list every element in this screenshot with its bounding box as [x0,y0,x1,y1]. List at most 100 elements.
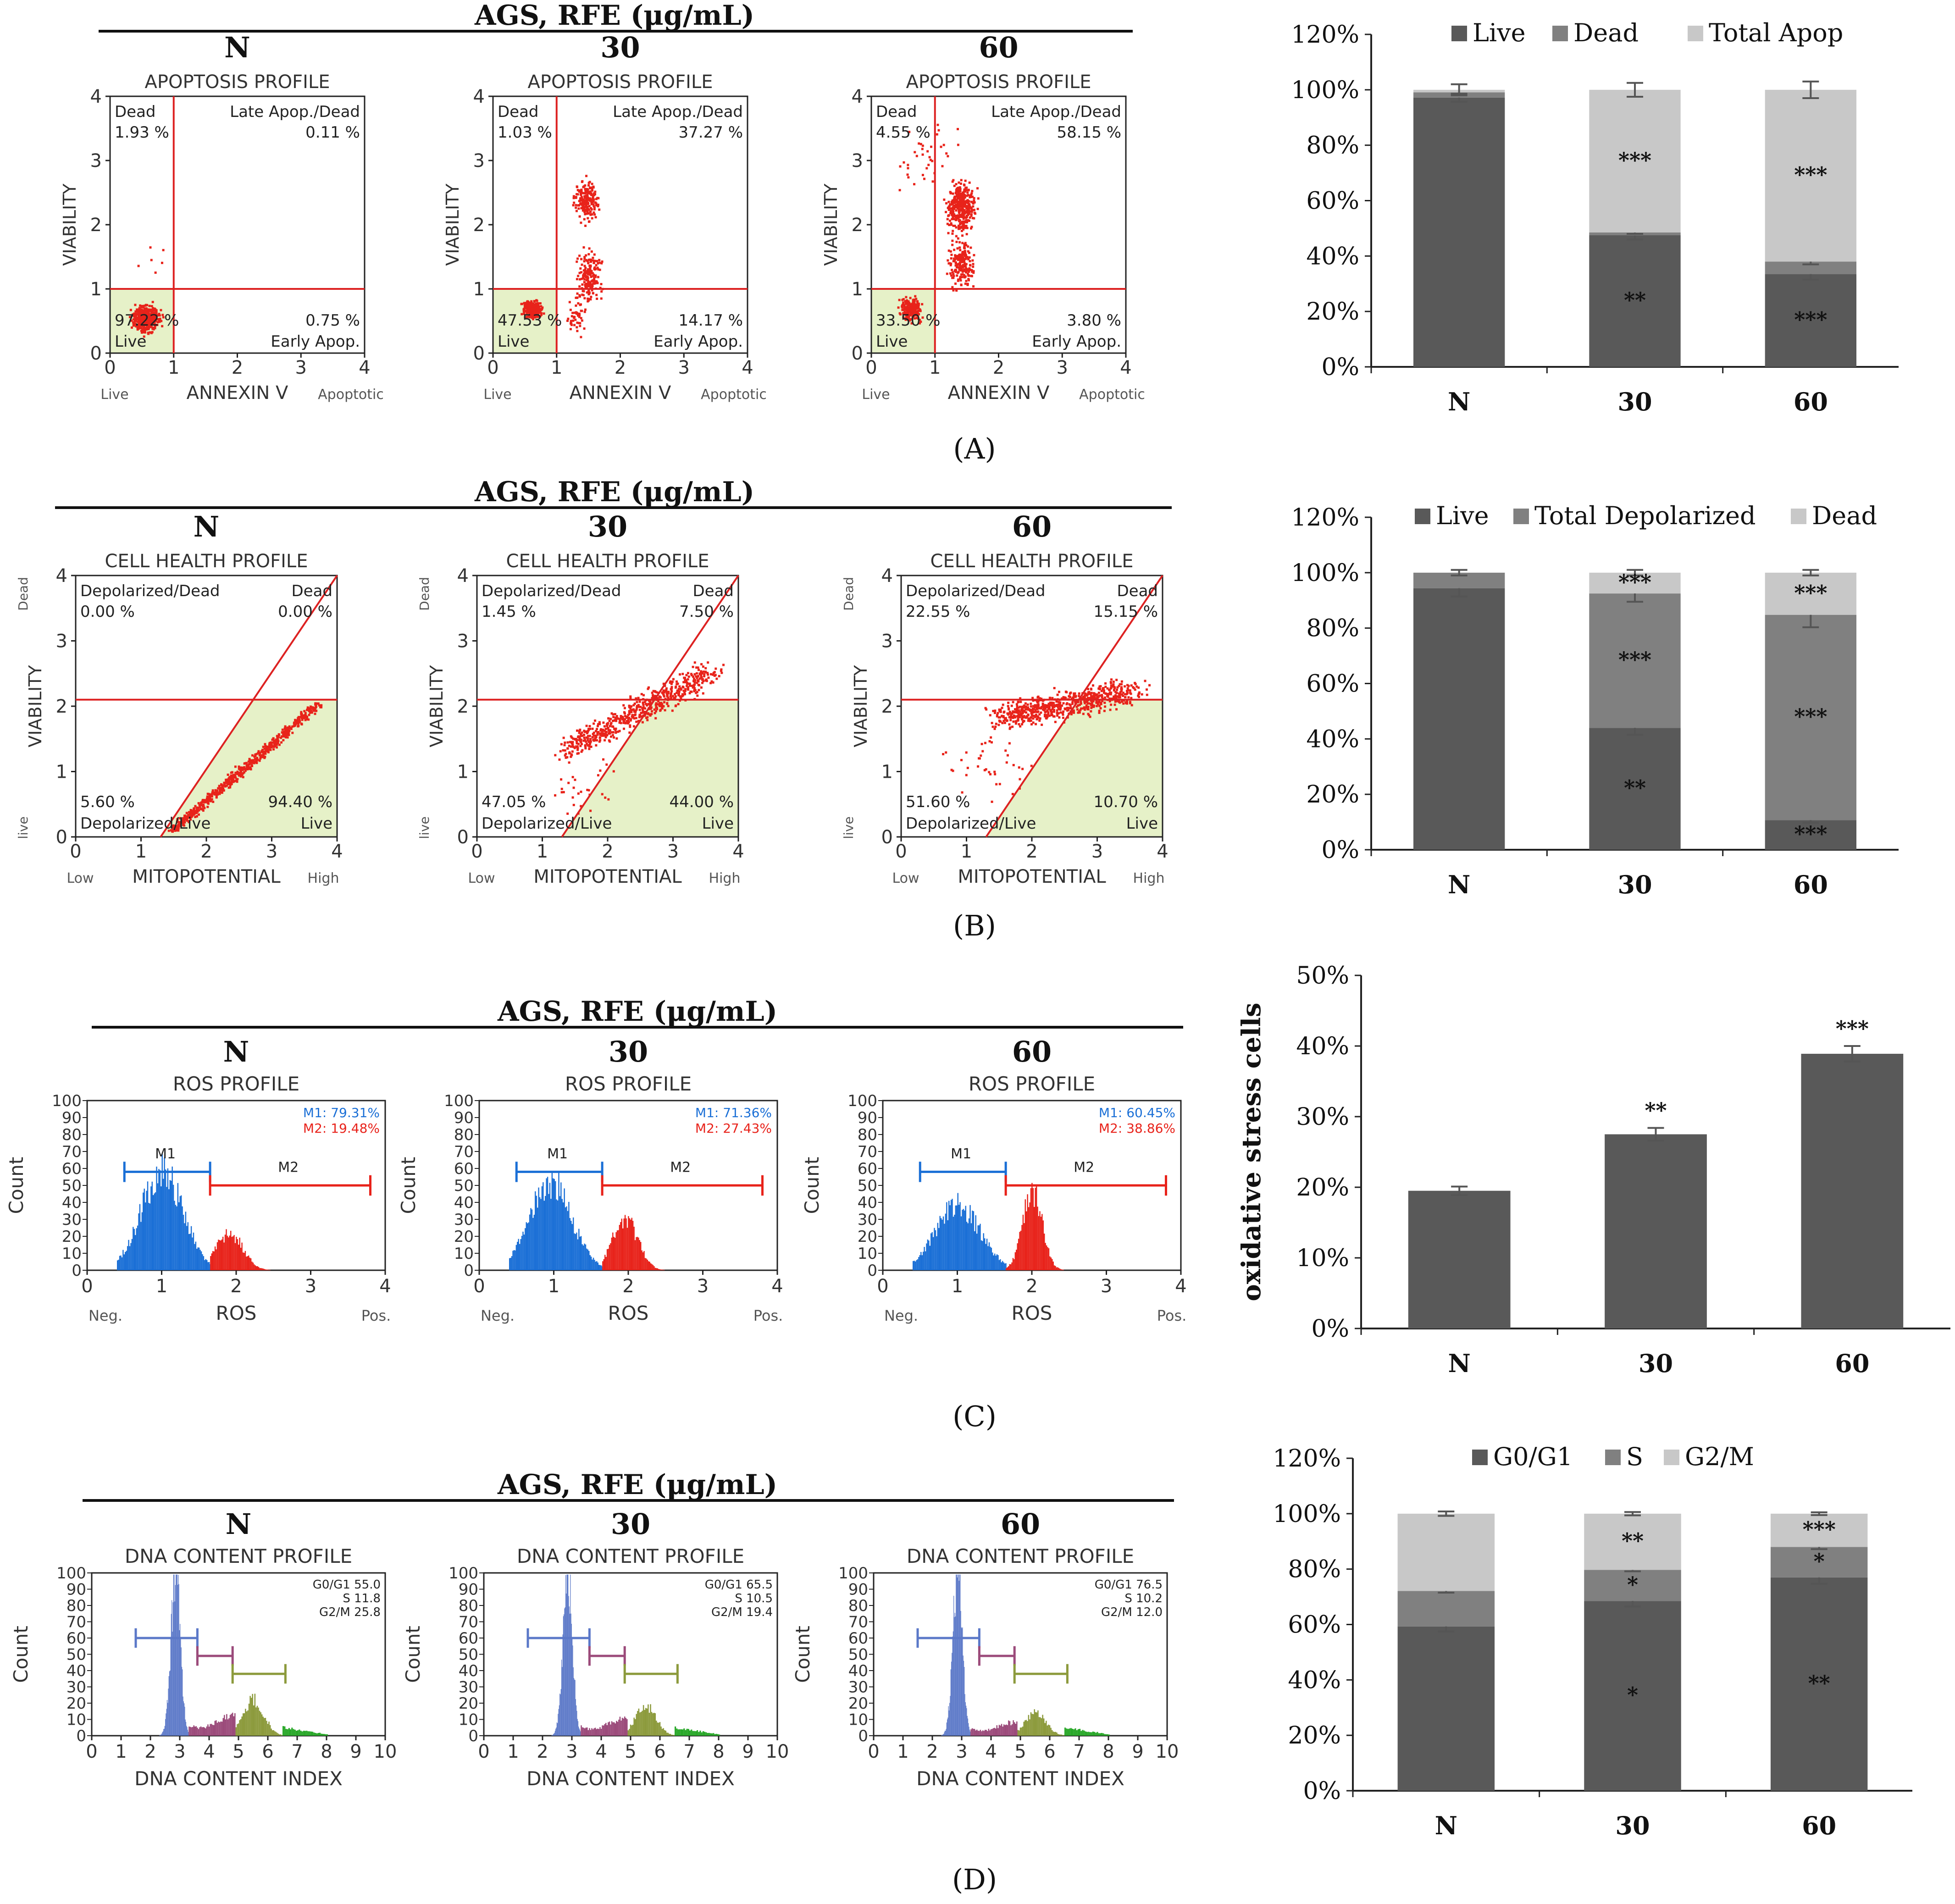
histogram-bar-m1 [589,1255,591,1270]
data-point [592,185,595,188]
data-point [229,781,232,784]
data-point [150,305,153,308]
histogram-bar-g0g1 [174,1601,175,1736]
data-point [1120,688,1123,691]
data-point [919,143,922,145]
tick-label: 80 [454,1126,474,1144]
data-point [580,740,582,743]
histogram-bar-m2 [611,1237,613,1270]
data-point [132,324,135,327]
histogram-bar-g2m [259,1710,260,1736]
data-point [1023,710,1026,713]
data-point [1114,700,1117,703]
data-point [687,672,689,675]
data-point [968,267,971,270]
data-point [583,256,586,259]
tick-label: 4 [359,357,370,378]
data-point [635,697,637,700]
data-point [965,244,968,247]
histogram-bar-m2 [1057,1267,1058,1270]
data-point [963,205,966,208]
data-point [707,661,709,664]
histogram-bar-debris [323,1734,325,1736]
data-point [569,328,572,331]
data-point [570,745,573,748]
data-point [599,729,602,732]
histogram-bar-m1 [1002,1261,1003,1270]
histogram-bar-m1 [924,1247,925,1270]
data-point [1104,686,1107,688]
data-point [682,694,685,697]
data-point [583,281,586,283]
data-point [1137,694,1140,697]
data-point [300,711,303,714]
data-point [576,330,579,332]
data-point [234,765,237,768]
data-point [670,690,673,692]
data-point [1129,702,1132,704]
data-point [700,676,703,679]
data-point [586,732,588,735]
data-point [646,704,648,707]
data-point [593,211,595,214]
data-point [956,257,958,260]
data-point [969,216,971,219]
data-point [536,299,538,302]
data-point [955,226,958,229]
data-point [951,269,953,271]
tick-label: 0 [471,841,482,862]
histogram-bar-m1 [138,1213,139,1270]
group-label: 30 [611,1507,650,1541]
data-point [966,767,969,769]
data-point [598,261,601,264]
data-point [137,265,140,267]
data-point [1087,708,1090,711]
histogram-bar-m1 [525,1228,526,1270]
histogram-bar-s [214,1721,216,1736]
data-point [1146,693,1148,696]
gate-label: M2 [670,1159,691,1175]
x-axis-high: High [308,870,339,886]
data-point [1097,703,1099,706]
data-point [957,224,960,227]
figure-title-0: AGS, RFE (μg/mL) [99,0,1133,33]
data-point [956,194,958,197]
data-point [964,202,966,205]
data-point [142,327,145,330]
tick-label: 80 [62,1126,82,1144]
data-point [624,722,627,725]
data-point [1111,697,1113,700]
data-point [1113,703,1116,706]
data-point [633,714,636,716]
live-region [562,699,738,837]
data-point [901,306,904,309]
data-point [574,738,577,741]
data-point [585,259,588,261]
data-point [560,743,563,746]
data-point [994,725,997,728]
data-point [669,680,672,683]
data-point [238,765,240,768]
data-point [686,685,688,687]
data-point [602,734,605,737]
data-point [619,720,621,722]
data-point [923,177,925,180]
quadrant-value: 5.60 % [80,793,135,811]
gate-label: M2 [278,1159,299,1175]
data-point [663,695,665,698]
data-point [215,792,217,795]
data-point [1042,708,1045,711]
data-point [155,312,158,315]
data-point [588,220,591,223]
data-point [961,222,964,225]
tick-label: 2 [457,696,469,717]
histogram-bar-m2 [629,1218,631,1270]
histogram-bar-m2 [1034,1207,1035,1270]
data-point [1084,702,1086,704]
data-point [589,740,592,742]
tick-label: 3 [266,841,277,862]
data-point [585,205,588,208]
data-point [652,694,654,697]
data-point [286,729,288,731]
